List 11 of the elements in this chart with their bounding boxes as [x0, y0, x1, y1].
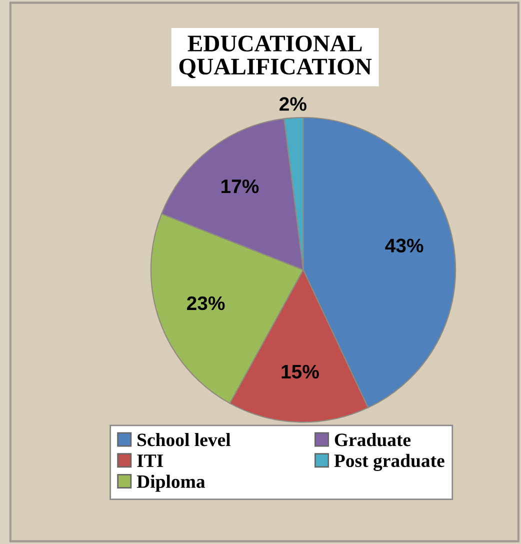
data-label: 23%: [186, 296, 225, 310]
data-label: 43%: [385, 238, 424, 252]
legend-label: ITI: [137, 454, 164, 467]
data-label: 17%: [222, 179, 259, 194]
chart-title: EDUCATIONAL QUALIFICATION: [179, 36, 372, 78]
legend-label: School level: [138, 433, 230, 446]
legend-label: Graduate: [334, 433, 411, 446]
legend-label: Diploma: [136, 474, 206, 492]
data-label: 15%: [282, 364, 319, 379]
data-label: 2%: [280, 97, 306, 111]
legend-label: Post graduate: [334, 454, 444, 472]
